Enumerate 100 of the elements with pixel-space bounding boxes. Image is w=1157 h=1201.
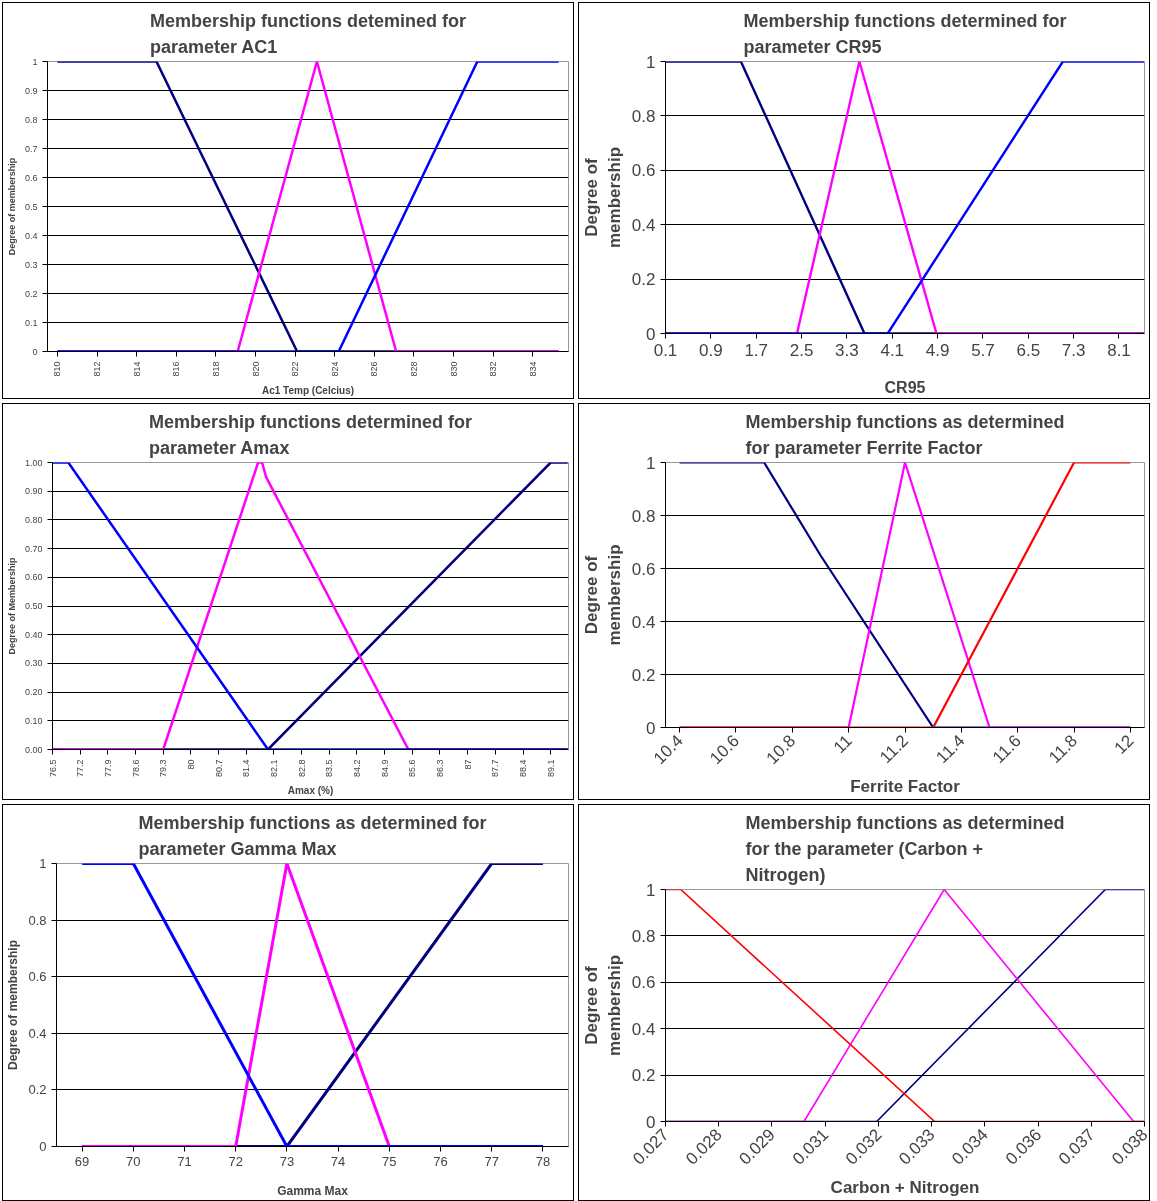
chart-title: Membership functions as determined for parameter Gamma Max [138, 812, 487, 859]
x-tick-label: 87.7 [490, 759, 501, 778]
y-tick-label: 1 [646, 52, 656, 72]
x-tick-label: 78 [535, 1153, 551, 1169]
x-tick-label: 80 [185, 759, 196, 770]
x-tick-label: 834 [527, 361, 538, 377]
x-axis-title: Amax (%) [287, 785, 334, 797]
x-tick-label: 82.8 [296, 759, 307, 778]
x-tick-label: 11.4 [932, 731, 969, 768]
y-tick-label: 0.9 [24, 85, 38, 96]
x-tick-label: 8.1 [1107, 340, 1131, 360]
x-tick-label: 77.9 [102, 759, 113, 778]
x-tick-label: 11.8 [1045, 731, 1082, 768]
y-tick-label: 1 [646, 453, 656, 473]
y-tick-label: 0.6 [631, 559, 656, 579]
x-tick-label: 77.2 [75, 759, 86, 778]
y-tick-label: 0.20 [24, 687, 43, 698]
x-tick-label: 820 [250, 361, 261, 377]
x-tick-label: 70 [126, 1153, 141, 1169]
chart-title: Membership functions as determined for parameter Ferrite Factor [745, 411, 1065, 458]
x-tick-label: 89.1 [545, 759, 556, 778]
x-tick-label: 73 [279, 1153, 295, 1169]
x-tick-label: 812 [92, 361, 103, 377]
y-tick-label: 0.8 [631, 926, 656, 946]
x-tick-label: 82.1 [268, 759, 279, 778]
x-tick-label: 818 [210, 361, 221, 377]
x-tick-label: 830 [448, 361, 459, 377]
x-tick-label: 86.3 [434, 759, 445, 778]
y-tick-label: 0.4 [28, 1025, 47, 1041]
y-tick-label: 0.5 [24, 201, 38, 212]
y-tick-label: 0.70 [24, 543, 43, 554]
x-tick-label: 80.7 [213, 759, 224, 778]
y-tick-label: 0.6 [631, 161, 656, 181]
y-tick-label: 0.6 [24, 172, 38, 183]
y-tick-label: 0.6 [28, 969, 47, 985]
x-tick-label: 83.5 [324, 759, 335, 778]
x-tick-label: 71 [177, 1153, 192, 1169]
x-tick-label: 822 [290, 361, 301, 377]
x-tick-label: 79.3 [158, 759, 169, 778]
y-tick-label: 0.3 [24, 259, 38, 270]
x-tick-label: 78.6 [130, 759, 141, 778]
x-tick-label: 77 [484, 1153, 499, 1169]
x-tick-label: 75 [382, 1153, 397, 1169]
x-tick-label: 826 [369, 361, 380, 377]
y-tick-label: 0.2 [28, 1082, 47, 1098]
x-axis-title: Carbon + Nitrogen [830, 1178, 980, 1198]
y-tick-label: 0.90 [24, 486, 43, 497]
x-tick-label: 76.5 [47, 759, 58, 778]
y-tick-label: 0 [646, 1112, 656, 1132]
y-axis-title: Degree of membership [6, 939, 21, 1071]
y-tick-label: 0.6 [631, 973, 656, 993]
chart-title: Membership functions determined for parameter CR95 [743, 10, 1067, 57]
y-tick-label: 0.1 [24, 317, 38, 328]
y-tick-label: 0 [646, 324, 656, 344]
y-tick-label: 0 [39, 1139, 47, 1154]
x-tick-label: 81.4 [241, 759, 252, 778]
y-axis-title: Degree of membership [582, 954, 624, 1057]
x-axis-title: Gamma Max [277, 1183, 349, 1198]
y-tick-label: 0.2 [631, 1066, 656, 1086]
x-tick-label: 814 [131, 361, 142, 377]
x-tick-label: 76 [433, 1153, 448, 1169]
y-tick-label: 1 [39, 856, 47, 871]
x-tick-label: 816 [171, 361, 182, 377]
x-tick-label: 824 [329, 361, 340, 377]
chart-title: Membership functions as determined for the parameter (Carbon + Nitrogen) [745, 812, 1065, 885]
y-axis-title: Degree of membership [582, 544, 624, 646]
x-axis-title: CR95 [884, 378, 926, 396]
y-tick-label: 0.2 [631, 270, 656, 290]
x-tick-label: 87 [462, 759, 473, 770]
x-tick-label: 85.6 [407, 759, 418, 778]
y-axis-title: Degree of membership [6, 157, 17, 256]
x-tick-label: 12 [1110, 731, 1138, 758]
x-axis-title: Ferrite Factor [850, 777, 961, 797]
x-tick-label: 11.6 [988, 731, 1025, 768]
y-tick-label: 0 [32, 346, 38, 357]
y-tick-label: 0.4 [631, 215, 656, 235]
x-tick-label: 3.3 [835, 340, 859, 360]
y-tick-label: 0.8 [28, 912, 47, 928]
x-tick-label: 88.4 [518, 759, 529, 778]
x-tick-label: 0.9 [699, 340, 723, 360]
x-tick-label: 74 [330, 1153, 346, 1169]
x-axis-title: Ac1 Temp (Celcius) [261, 384, 355, 396]
y-tick-label: 0.40 [24, 629, 43, 640]
x-tick-label: 810 [52, 361, 63, 377]
x-tick-label: 5.7 [971, 340, 995, 360]
y-tick-label: 0.10 [24, 715, 43, 726]
x-tick-label: 69 [74, 1153, 90, 1169]
x-tick-label: 4.1 [880, 340, 905, 360]
y-tick-label: 0.2 [24, 288, 38, 299]
x-tick-label: 11.2 [876, 731, 913, 768]
y-tick-label: 0.2 [631, 665, 656, 685]
y-tick-label: 0.8 [631, 506, 656, 526]
x-tick-label: 828 [408, 361, 419, 377]
y-axis-title: Degree of Membership [6, 556, 17, 655]
x-tick-label: 4.9 [925, 340, 950, 360]
x-tick-label: 72 [228, 1153, 243, 1169]
x-tick-label: 832 [488, 361, 499, 377]
x-tick-label: 84.2 [351, 759, 362, 778]
x-tick-label: 7.3 [1061, 340, 1086, 360]
y-tick-label: 1 [32, 56, 38, 67]
